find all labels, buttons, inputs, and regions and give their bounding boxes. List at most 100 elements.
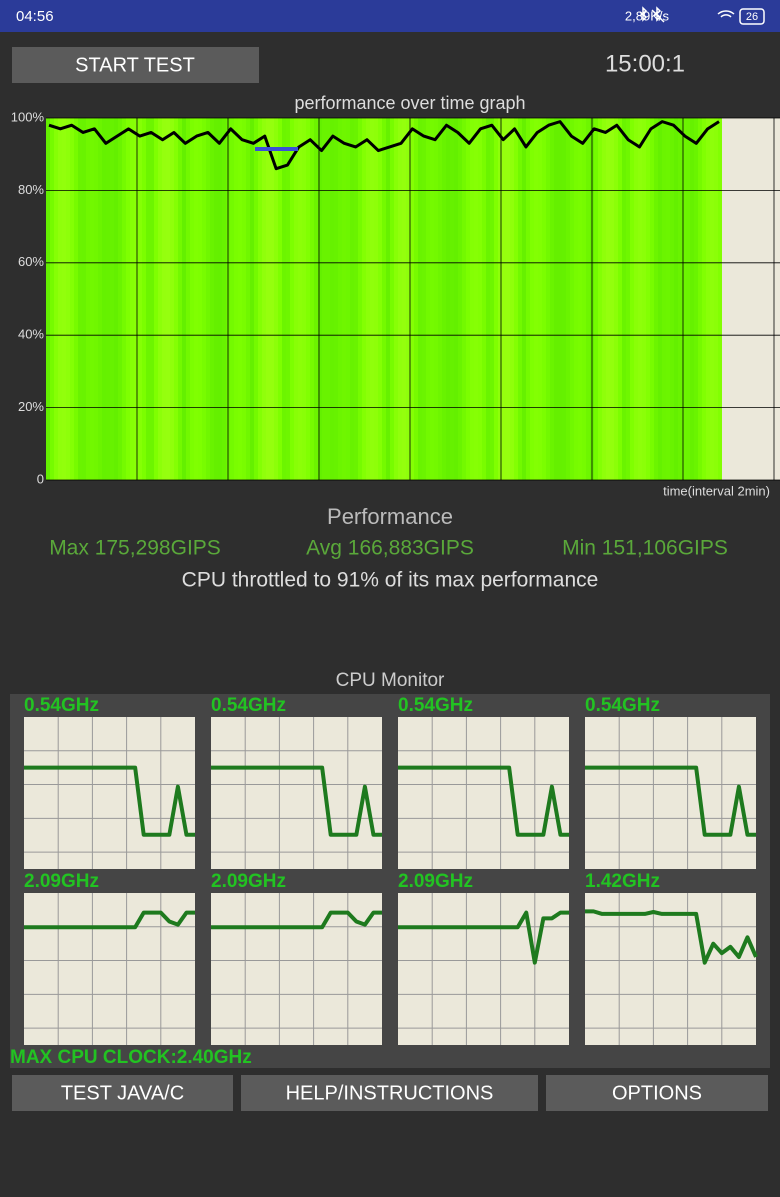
core-graph-background: [585, 717, 756, 869]
fill-stripe: [598, 118, 602, 480]
fill-stripe: [254, 118, 258, 480]
fill-stripe: [54, 118, 58, 480]
x-axis-label: time(interval 2min): [663, 483, 770, 498]
fill-stripe: [602, 118, 606, 480]
fill-stripe: [482, 118, 486, 480]
fill-stripe: [706, 118, 710, 480]
fill-stripe: [354, 118, 358, 480]
button[interactable]: [241, 1075, 538, 1111]
fill-stripe: [346, 118, 350, 480]
core-graph-background: [211, 717, 382, 869]
fill-stripe: [390, 118, 394, 480]
button[interactable]: [546, 1075, 768, 1111]
fill-stripe: [158, 118, 162, 480]
fill-stripe: [570, 118, 574, 480]
fill-stripe: [626, 118, 630, 480]
fill-stripe: [210, 118, 214, 480]
fill-stripe: [578, 118, 582, 480]
fill-stripe: [330, 118, 334, 480]
stats-heading: Performance: [327, 504, 453, 529]
fill-stripe: [58, 118, 62, 480]
fill-stripe: [350, 118, 354, 480]
fill-stripe: [338, 118, 342, 480]
fill-stripe: [638, 118, 642, 480]
fill-stripe: [618, 118, 622, 480]
fill-stripe: [274, 118, 278, 480]
fill-stripe: [190, 118, 194, 480]
core-frequency: 0.54GHz: [211, 695, 286, 716]
fill-stripe: [78, 118, 82, 480]
button-label[interactable]: OPTIONS: [612, 1082, 702, 1104]
core-line: [211, 910, 382, 930]
fill-stripe: [534, 118, 538, 480]
stat-max: Max 175,298GIPS: [49, 537, 221, 560]
fill-stripe: [510, 118, 514, 480]
fill-stripe: [310, 118, 314, 480]
fill-stripe: [402, 118, 406, 480]
fill-stripe: [434, 118, 438, 480]
fill-stripe: [414, 118, 418, 480]
fill-stripe: [430, 118, 434, 480]
fill-stripe: [718, 118, 722, 480]
fill-stripe: [502, 118, 506, 480]
fill-stripe: [322, 118, 326, 480]
fill-stripe: [182, 118, 186, 480]
button-label[interactable]: TEST JAVA/C: [61, 1082, 184, 1104]
fill-stripe: [574, 118, 578, 480]
fill-stripe: [450, 118, 454, 480]
fill-stripe: [362, 118, 366, 480]
fill-stripe: [314, 118, 318, 480]
fill-stripe: [142, 118, 146, 480]
fill-stripe: [186, 118, 190, 480]
fill-stripe: [70, 118, 74, 480]
fill-stripe: [194, 118, 198, 480]
fill-stripe: [646, 118, 650, 480]
fill-stripe: [670, 118, 674, 480]
start-button[interactable]: [12, 47, 259, 83]
fill-stripe: [714, 118, 718, 480]
fill-stripe: [302, 118, 306, 480]
fill-stripe: [654, 118, 658, 480]
status-icons: [639, 6, 765, 25]
graph-fill: [46, 118, 722, 480]
fill-stripe: [246, 118, 250, 480]
fill-stripe: [118, 118, 122, 480]
fill-stripe: [702, 118, 706, 480]
fill-stripe: [90, 118, 94, 480]
fill-stripe: [526, 118, 530, 480]
fill-stripe: [294, 118, 298, 480]
button[interactable]: [12, 1075, 233, 1111]
fill-stripe: [462, 118, 466, 480]
core-frequency: 1.42GHz: [585, 871, 660, 892]
fill-stripe: [306, 118, 310, 480]
core-graph-background: [585, 893, 756, 1045]
core-line: [398, 910, 569, 965]
core-graph-background: [211, 893, 382, 1045]
fill-stripe: [566, 118, 570, 480]
fill-stripe: [474, 118, 478, 480]
core-line: [585, 765, 756, 837]
core-line: [24, 910, 195, 930]
fill-stripe: [406, 118, 410, 480]
fill-stripe: [454, 118, 458, 480]
y-tick-label: 100%: [11, 109, 45, 124]
button-label[interactable]: HELP/INSTRUCTIONS: [286, 1082, 494, 1104]
fill-stripe: [326, 118, 330, 480]
fill-stripe: [122, 118, 126, 480]
fill-stripe: [98, 118, 102, 480]
fill-stripe: [386, 118, 390, 480]
fill-stripe: [690, 118, 694, 480]
fill-stripe: [250, 118, 254, 480]
start-button-label[interactable]: START TEST: [75, 54, 195, 76]
y-tick-label: 80%: [18, 182, 44, 197]
fill-stripe: [166, 118, 170, 480]
performance-line: [48, 120, 720, 171]
core-line: [398, 765, 569, 837]
throttle-note: CPU throttled to 91% of its max performa…: [182, 569, 599, 592]
fill-stripe: [470, 118, 474, 480]
fill-stripe: [114, 118, 118, 480]
cpu-cores: 0.54GHz 0.54GHz 0.54GHz 0.54GHz 2.09GHz 2.09G…: [24, 695, 758, 1045]
fill-stripe: [490, 118, 494, 480]
